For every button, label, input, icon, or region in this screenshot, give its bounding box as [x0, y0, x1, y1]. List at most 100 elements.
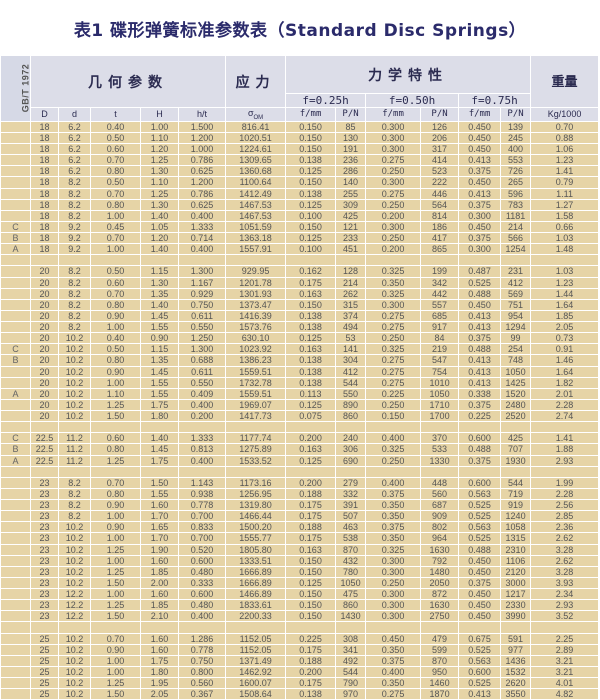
table-cell: 374 [335, 309, 367, 323]
table-cell: 754 [420, 365, 460, 378]
table-cell: 547 [420, 354, 460, 367]
table-cell: 0.325 [365, 343, 422, 356]
table-cell: 8.2 [58, 298, 91, 311]
table-cell: 1386.23 [225, 354, 287, 367]
table-cell: 1.40 [140, 209, 179, 222]
table-cell: 0.113 [285, 387, 337, 400]
table-cell: 10.2 [58, 365, 91, 378]
empty-cell [420, 621, 460, 634]
table-cell: 0.70 [90, 632, 141, 645]
table-cell: 0.70 [90, 476, 141, 489]
table-cell: 0.175 [285, 276, 337, 289]
table-cell: 865 [420, 243, 460, 256]
table-cell: 1.60 [140, 588, 179, 601]
table-cell: 1416.39 [225, 309, 287, 323]
empty-cell [225, 621, 287, 634]
table-cell: 10.2 [58, 332, 91, 345]
table-cell: 0.350 [365, 643, 422, 656]
table-cell [0, 298, 31, 311]
table-cell: 0.375 [365, 487, 422, 501]
col-p2: P/N [420, 107, 460, 122]
table-row: C 18 9.2 0.45 1.05 1.333 1051.59 0.150 121 0.300 1… [0, 220, 600, 234]
table-row: 25 10.2 1.00 1.75 0.750 1371.49 0.188 492 0.375 8… [0, 654, 600, 667]
table-cell: 2310 [500, 543, 532, 556]
table-cell: 448 [420, 476, 460, 489]
table-cell: 8.2 [58, 176, 91, 189]
col-d: d [58, 107, 91, 122]
table-cell [0, 187, 31, 200]
table-row: 25 10.2 0.90 1.60 0.778 1152.05 0.175 341 0.350 5… [0, 643, 600, 656]
table-cell: 0.150 [285, 565, 337, 578]
table-cell: 6.2 [58, 154, 91, 167]
table-cell [0, 309, 31, 323]
table-row: 18 6.2 0.50 1.10 1.200 1020.51 0.150 130 0.300 20… [0, 131, 600, 145]
table-cell: 0.325 [365, 443, 422, 456]
table-cell: 10.2 [58, 688, 91, 700]
table-cell: 308 [335, 632, 367, 645]
table-row: C 20 10.2 0.50 1.15 1.300 1023.92 0.163 141 0.325… [0, 343, 600, 356]
table-cell: 121 [335, 220, 367, 234]
table-cell: 1500.20 [225, 521, 287, 534]
empty-cell [458, 465, 502, 478]
table-cell: 1467.53 [225, 198, 287, 211]
table-cell: 1152.05 [225, 632, 287, 645]
table-cell: 0.80 [90, 354, 141, 367]
table-cell: 11.2 [58, 432, 91, 445]
table-cell: 463 [335, 521, 367, 534]
table-cell: 2.10 [140, 610, 179, 623]
table-cell: 1.00 [140, 120, 179, 133]
table-cell: 1240 [500, 510, 532, 523]
table-cell: 1555.77 [225, 532, 287, 545]
table-row: 23 8.2 0.90 1.60 0.778 1319.80 0.175 391 0.350 68… [0, 499, 600, 512]
table-cell: 0.50 [90, 176, 141, 189]
table-cell: 0.150 [285, 298, 337, 311]
table-cell: 814 [420, 209, 460, 222]
table-cell: 0.188 [285, 654, 337, 667]
table-cell: 507 [335, 510, 367, 523]
table-cell: 8.2 [58, 187, 91, 200]
table-cell: 1.00 [90, 321, 141, 334]
table-cell: 0.300 [365, 588, 422, 601]
table-cell: 1.10 [140, 176, 179, 189]
table-cell: 25 [30, 665, 59, 679]
table-cell: 0.450 [458, 554, 502, 567]
table-cell: 566 [500, 232, 532, 245]
table-cell: 0.175 [285, 677, 337, 690]
table-cell: 560 [420, 487, 460, 501]
table-cell: 206 [420, 131, 460, 145]
table-cell: 9.2 [58, 220, 91, 234]
table-cell: 2750 [420, 610, 460, 623]
table-cell: 0.125 [285, 232, 337, 245]
table-cell: 0.80 [90, 198, 141, 211]
table-cell: 245 [500, 131, 532, 145]
table-cell: 4.01 [530, 677, 600, 690]
table-cell: 18 [30, 143, 59, 156]
table-cell: 1.80 [140, 410, 179, 423]
table-cell: 1173.16 [225, 476, 287, 489]
table-cell: 0.150 [285, 131, 337, 145]
table-cell: 20 [30, 387, 59, 400]
table-cell: 0.60 [90, 143, 141, 156]
weight-header: 重量 [530, 55, 600, 108]
table-cell: 0.275 [365, 365, 422, 378]
table-cell: 0.367 [177, 688, 227, 700]
table-cell: 8.2 [58, 287, 91, 300]
table-cell: 286 [335, 165, 367, 178]
table-cell: 0.300 [458, 209, 502, 222]
table-cell: 20 [30, 332, 59, 345]
table-cell: 475 [335, 588, 367, 601]
table-cell: 1.23 [530, 276, 600, 289]
table-cell: 8.2 [58, 510, 91, 523]
table-cell: 3000 [500, 576, 532, 590]
empty-cell [58, 621, 91, 634]
table-cell: 130 [335, 131, 367, 145]
table-cell: 0.50 [90, 265, 141, 278]
table-cell: 53 [335, 332, 367, 345]
table-cell [0, 176, 31, 189]
table-cell: 0.409 [177, 387, 227, 400]
table-cell: 8.2 [58, 276, 91, 289]
empty-cell [140, 421, 179, 434]
empty-cell [420, 421, 460, 434]
table-cell: 25 [30, 632, 59, 645]
table-cell: 929.95 [225, 265, 287, 278]
